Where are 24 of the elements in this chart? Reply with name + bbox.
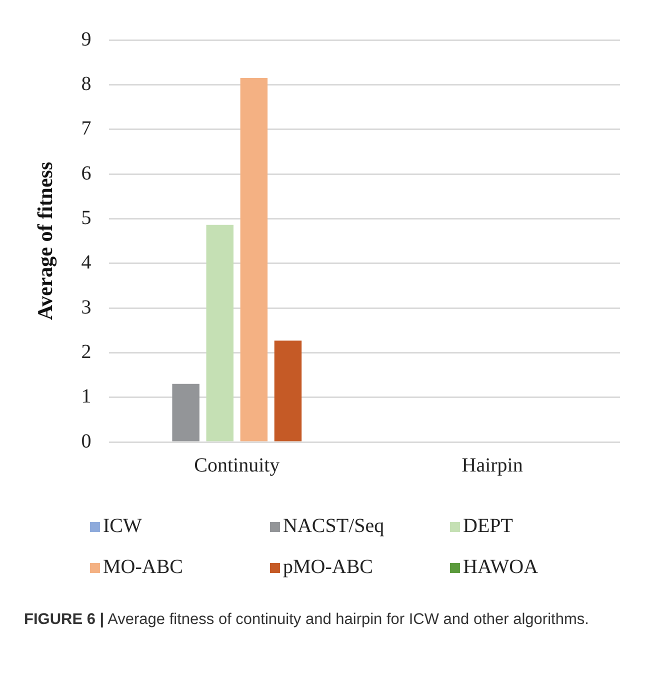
y-tick-label: 5	[81, 206, 92, 229]
legend-label: ICW	[103, 515, 142, 538]
y-tick-label: 8	[81, 72, 92, 95]
y-tick-label: 6	[81, 162, 92, 184]
caption: FIGURE 6 | Average fitness of continuity and hairpin for ICW and other algorithms.	[24, 610, 590, 630]
bar	[240, 78, 268, 442]
y-tick-label: 4	[81, 252, 92, 274]
bar	[206, 224, 234, 442]
y-tick-label: 0	[81, 430, 92, 452]
y-tick-label: 3	[81, 296, 92, 318]
y-tick-label: 2	[81, 340, 92, 363]
legend-label: HAWOA	[463, 556, 538, 579]
bar	[274, 340, 302, 442]
y-tick-label: 9	[81, 28, 92, 50]
legend-label: MO-ABC	[103, 556, 184, 579]
y-axis-title: Average of fitness	[33, 162, 58, 320]
bar	[172, 384, 200, 442]
x-tick-label: Hairpin	[462, 454, 523, 476]
legend-label: DEPT	[463, 515, 513, 538]
legend-label: pMO-ABC	[283, 556, 374, 579]
x-tick-label: Continuity	[194, 454, 280, 476]
y-tick-label: 1	[81, 386, 92, 408]
y-tick-label: 7	[81, 118, 92, 140]
legend-label: NACST/Seq	[283, 515, 384, 538]
